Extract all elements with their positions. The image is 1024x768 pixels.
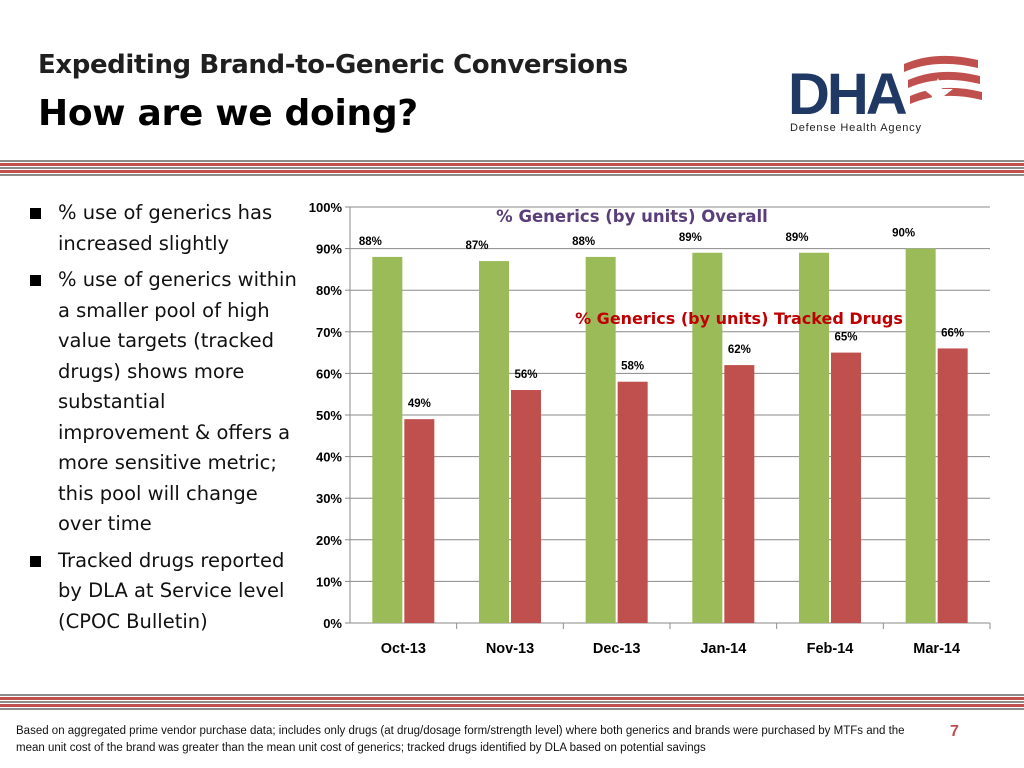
bar-overall xyxy=(585,256,616,623)
data-label: 87% xyxy=(465,240,488,252)
logo-letters: DHA xyxy=(788,62,907,127)
y-tick-label: 70% xyxy=(316,325,342,340)
bullet-text: Tracked drugs reported by DLA at Service… xyxy=(58,548,285,633)
y-tick-label: 60% xyxy=(316,366,342,381)
bar-overall xyxy=(479,261,509,623)
y-tick-label: 30% xyxy=(316,491,342,506)
data-label: 66% xyxy=(941,327,964,339)
page-number: 7 xyxy=(950,723,959,740)
data-label: 90% xyxy=(892,228,915,240)
y-tick-label: 40% xyxy=(316,450,342,465)
square-bullet-icon xyxy=(30,275,41,286)
bullet-list: % use of generics has increased slightly… xyxy=(30,198,300,643)
data-label: 65% xyxy=(834,332,857,344)
data-label: 88% xyxy=(359,236,382,248)
data-label: 89% xyxy=(785,232,808,244)
bar-overall xyxy=(372,256,403,623)
square-bullet-icon xyxy=(30,208,41,219)
bar-tracked xyxy=(404,419,435,623)
bar-overall xyxy=(799,252,829,623)
dha-logo: DHA Defense Health Agency xyxy=(788,55,982,134)
y-tick-label: 80% xyxy=(316,283,342,298)
data-label: 58% xyxy=(621,361,644,373)
bullet-text: % use of generics has increased slightly xyxy=(58,201,273,255)
x-tick-label: Dec-13 xyxy=(593,641,641,657)
series-label-overall: % Generics (by units) Overall xyxy=(496,207,768,226)
bullet-item: Tracked drugs reported by DLA at Service… xyxy=(30,546,300,638)
bullet-item: % use of generics within a smaller pool … xyxy=(30,265,300,540)
y-tick-label: 10% xyxy=(316,574,342,589)
bar-tracked xyxy=(831,352,861,623)
x-tick-label: Oct-13 xyxy=(381,641,426,657)
y-tick-label: 0% xyxy=(323,616,342,631)
y-tick-label: 20% xyxy=(316,533,342,548)
bullet-item: % use of generics has increased slightly xyxy=(30,198,300,259)
bar-tracked xyxy=(511,390,541,623)
y-tick-label: 90% xyxy=(316,242,342,257)
bar-tracked xyxy=(724,365,755,623)
data-label: 88% xyxy=(572,236,595,248)
x-tick-label: Feb-14 xyxy=(807,641,854,657)
data-label: 56% xyxy=(514,369,537,381)
x-tick-label: Jan-14 xyxy=(700,641,746,657)
x-tick-label: Nov-13 xyxy=(486,641,534,657)
data-label: 49% xyxy=(408,398,431,410)
y-tick-label: 50% xyxy=(316,408,342,423)
bar-tracked xyxy=(937,348,968,623)
generics-bar-chart: 0% 10% 20% 30% 40% 50% 60% 70% 80% 90% 100% 88% 49% O… xyxy=(309,200,991,657)
y-tick-label: 100% xyxy=(309,200,343,215)
slide-subtitle: How are we doing? xyxy=(38,93,418,134)
data-label: 89% xyxy=(679,232,702,244)
x-tick-label: Mar-14 xyxy=(913,641,960,657)
bullet-text: % use of generics within a smaller pool … xyxy=(58,268,297,535)
bar-overall xyxy=(905,248,936,623)
series-label-tracked: % Generics (by units) Tracked Drugs xyxy=(575,309,903,328)
square-bullet-icon xyxy=(30,555,41,567)
data-label: 62% xyxy=(728,344,751,356)
slide-title: Expediting Brand-to-Generic Conversions xyxy=(38,50,628,80)
footnote: Based on aggregated prime vendor purchas… xyxy=(16,725,905,754)
logo-tagline: Defense Health Agency xyxy=(790,122,922,134)
bar-overall xyxy=(692,252,723,623)
star-icon xyxy=(923,78,953,107)
bar-tracked xyxy=(617,381,648,623)
